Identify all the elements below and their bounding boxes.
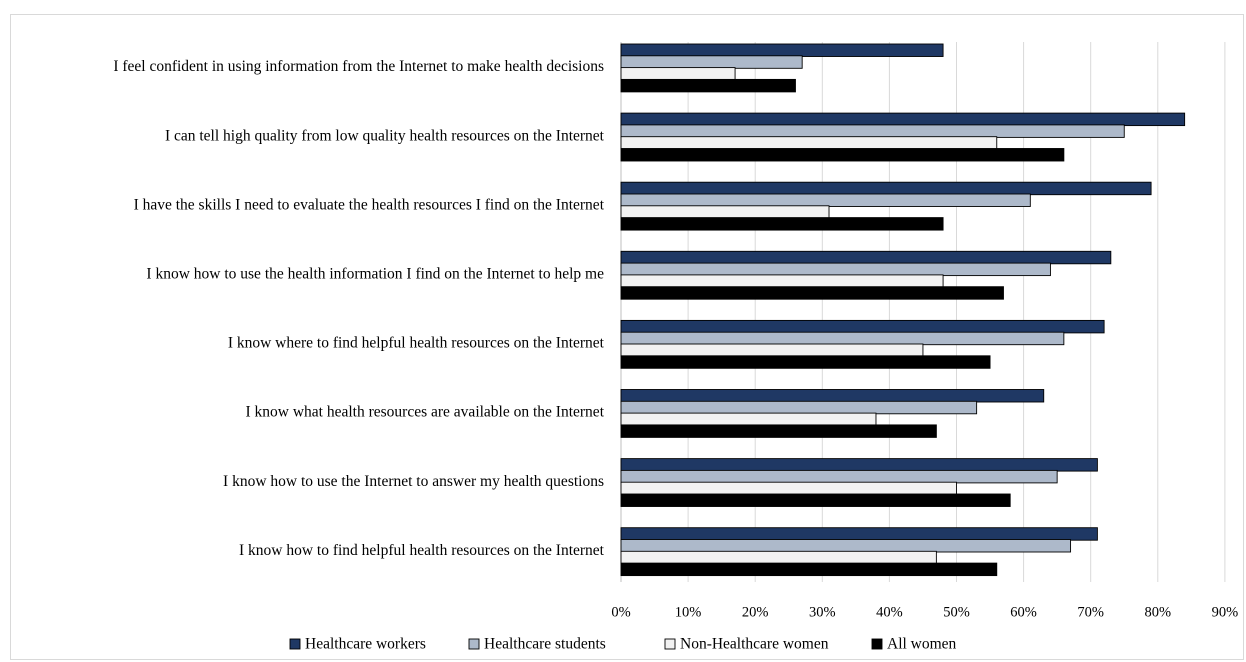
bar-non-healthcare-women-3: [620, 205, 830, 219]
x-tick-label-3: 30%: [809, 604, 836, 620]
category-labels: I feel confident in using information fr…: [113, 58, 604, 559]
category-label-1: I feel confident in using information fr…: [113, 58, 604, 75]
bar-non-healthcare-women-8: [620, 550, 937, 565]
bar-healthcare-students-4: [620, 262, 1051, 277]
bar-healthcare-students-1: [620, 55, 803, 69]
x-tick-label-0: 0%: [611, 604, 630, 620]
bar-healthcare-workers-1: [620, 43, 944, 57]
bar-all-women-2: [620, 148, 1065, 162]
legend-label-healthcare-students: Healthcare students: [484, 636, 606, 653]
category-label-3: I have the skills I need to evaluate the…: [134, 196, 605, 213]
bar-healthcare-workers-6: [620, 389, 1045, 403]
bar-non-healthcare-women-5: [620, 343, 924, 357]
x-tick-label-5: 50%: [943, 604, 970, 620]
bar-healthcare-workers-8: [620, 527, 1098, 541]
bar-non-healthcare-women-2: [620, 136, 998, 150]
x-tick-label-6: 60%: [1010, 604, 1037, 620]
bar-healthcare-workers-4: [620, 250, 1112, 265]
category-label-7: I know how to use the Internet to answer…: [223, 473, 604, 490]
legend-label-all-women: All women: [887, 636, 957, 653]
bar-non-healthcare-women-7: [620, 481, 957, 496]
bar-non-healthcare-women-6: [620, 412, 877, 427]
bar-all-women-6: [620, 424, 937, 438]
bar-healthcare-students-2: [620, 124, 1125, 138]
bar-healthcare-students-7: [620, 469, 1058, 484]
category-label-6: I know what health resources are availab…: [246, 404, 605, 421]
legend-swatch-non-healthcare-women: [664, 638, 676, 650]
bar-all-women-8: [620, 562, 998, 577]
bar-all-women-7: [620, 493, 1011, 507]
bar-healthcare-workers-5: [620, 319, 1105, 334]
bar-healthcare-students-6: [620, 400, 978, 415]
legend-swatch-all-women: [871, 638, 883, 650]
x-tick-label-1: 10%: [675, 604, 702, 620]
chart-frame: [10, 14, 1244, 660]
bar-healthcare-workers-7: [620, 458, 1098, 472]
bar-all-women-1: [620, 78, 796, 93]
bars: [620, 43, 1186, 577]
x-axis-tick-labels: 0% 10% 20% 30% 40% 50% 60% 70% 80% 90%: [611, 604, 1238, 620]
x-tick-label-4: 40%: [876, 604, 903, 620]
bar-all-women-3: [620, 217, 944, 231]
x-tick-label-8: 80%: [1145, 604, 1172, 620]
category-label-4: I know how to use the health information…: [146, 265, 604, 282]
category-label-5: I know where to find helpful health reso…: [228, 335, 605, 352]
legend: Healthcare workers Healthcare students Non…: [289, 636, 957, 653]
legend-swatch-healthcare-students: [468, 638, 480, 650]
legend-label-healthcare-workers: Healthcare workers: [305, 636, 426, 653]
category-label-2: I can tell high quality from low quality…: [165, 127, 605, 144]
bar-healthcare-students-5: [620, 331, 1065, 346]
legend-swatch-healthcare-workers: [289, 638, 301, 650]
bar-healthcare-students-3: [620, 193, 1031, 207]
bar-healthcare-workers-3: [620, 181, 1152, 196]
x-tick-label-7: 70%: [1077, 604, 1104, 620]
x-tick-label-9: 90%: [1212, 604, 1239, 620]
legend-label-non-healthcare-women: Non-Healthcare women: [680, 636, 829, 653]
x-tick-label-2: 20%: [742, 604, 769, 620]
category-label-8: I know how to find helpful health resour…: [239, 542, 605, 559]
bar-healthcare-workers-2: [620, 112, 1186, 127]
bar-all-women-4: [620, 286, 1004, 300]
bar-healthcare-students-8: [620, 539, 1072, 553]
bar-all-women-5: [620, 355, 991, 369]
bar-non-healthcare-women-4: [620, 274, 944, 288]
bar-non-healthcare-women-1: [620, 67, 736, 81]
